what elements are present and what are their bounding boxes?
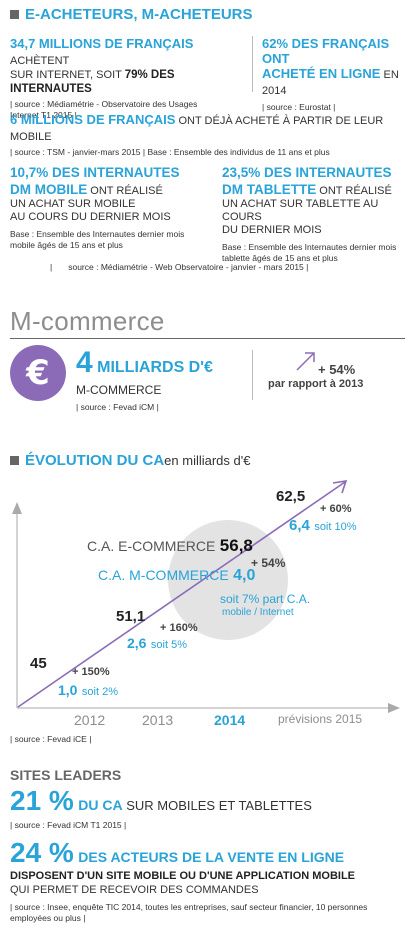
mcommerce-title: M-commerce xyxy=(10,306,165,336)
legend-e-commerce: C.A. E-COMMERCE 56,8 xyxy=(87,536,253,555)
trend-line xyxy=(17,481,346,708)
x-tick-2014: 2014 xyxy=(214,712,246,728)
divider xyxy=(10,338,405,339)
leaders-line-3: QUI PERMET DE RECEVOIR DES COMMANDES xyxy=(10,884,259,896)
growth-2014: + 54% xyxy=(251,556,286,570)
euro-icon: € xyxy=(10,345,66,401)
leaders-stat-1: 21 % DU CA SUR MOBILES ET TABLETTES xyxy=(10,785,312,816)
evolution-chart xyxy=(12,480,400,713)
stat-achat-mobile: 6 MILLIONS DE FRANÇAIS ONT DÉJÀ ACHETÉ À… xyxy=(10,112,384,157)
mcommerce-growth: + 54% xyxy=(318,362,356,377)
section-title-acheteurs: E-ACHETEURS, M-ACHETEURS xyxy=(10,6,253,23)
leaders-source-1: | source : Fevad iCM T1 2015 | xyxy=(10,820,127,830)
mcommerce-amount: 4 MILLIARDS D'€ xyxy=(76,346,213,379)
highlight-share-2: mobile / Internet xyxy=(222,607,294,618)
stat-internautes-tablette: 23,5% DES INTERNAUTES DM TABLETTE ONT RÉ… xyxy=(222,165,397,263)
leaders-title: SITES LEADERS xyxy=(10,767,122,783)
arrow-up-right-icon xyxy=(296,352,315,371)
highlight-circle xyxy=(168,520,288,640)
x-axis-arrow xyxy=(388,703,400,713)
e-value-2013: 51,1 xyxy=(116,608,146,625)
growth-2012: + 150% xyxy=(72,666,110,678)
e-value-2015: 62,5 xyxy=(276,488,306,505)
stat-achat-en-ligne: 62% DES FRANÇAIS ONT ACHETÉ EN LIGNE EN … xyxy=(262,36,399,112)
highlight-share: soit 7% part C.A. xyxy=(220,592,311,606)
shared-source: | source : Médiamétrie - Web Observatoire… xyxy=(50,262,309,272)
mcommerce-growth-sub: par rapport à 2013 xyxy=(268,378,364,390)
stat-internautes-mobile: 10,7% DES INTERNAUTES DM MOBILE ONT RÉAL… xyxy=(10,165,185,250)
leaders-line-2: DISPOSENT D'UN SITE MOBILE OU D'UNE APPL… xyxy=(10,870,356,882)
x-tick-2015: prévisions 2015 xyxy=(278,712,363,726)
mcommerce-source: | source : Fevad iCM | xyxy=(76,402,159,412)
trend-arrow-head xyxy=(332,480,348,494)
x-tick-2013: 2013 xyxy=(142,712,174,728)
m-value-2015: 6,4 soit 10% xyxy=(289,517,357,534)
y-axis-arrow xyxy=(12,502,22,514)
square-bullet-icon xyxy=(10,10,19,19)
square-bullet-icon xyxy=(10,456,19,465)
mcommerce-sub: M-COMMERCE xyxy=(76,383,162,397)
evolution-title: ÉVOLUTION DU CA en milliards d'€ xyxy=(10,452,250,469)
divider xyxy=(252,350,253,400)
m-value-2013: 2,6 soit 5% xyxy=(127,635,187,651)
growth-2015: + 60% xyxy=(320,503,352,515)
growth-2013: + 160% xyxy=(160,622,198,634)
divider xyxy=(252,36,253,92)
stat-acheteurs-internet: 34,7 MILLIONS DE FRANÇAIS ACHÈTENT SUR I… xyxy=(10,36,198,120)
leaders-source-2: | source : Insee, enquête TIC 2014, tout… xyxy=(10,902,368,923)
m-value-2012: 1,0 soit 2% xyxy=(58,682,118,698)
x-tick-2012: 2012 xyxy=(74,712,106,728)
evolution-source: | source : Fevad iCE | xyxy=(10,734,92,744)
e-value-2012: 45 xyxy=(30,655,47,672)
legend-m-commerce: C.A. M-COMMERCE 4,0 xyxy=(98,567,256,584)
leaders-stat-2: 24 % DES ACTEURS DE LA VENTE EN LIGNE xyxy=(10,837,345,868)
